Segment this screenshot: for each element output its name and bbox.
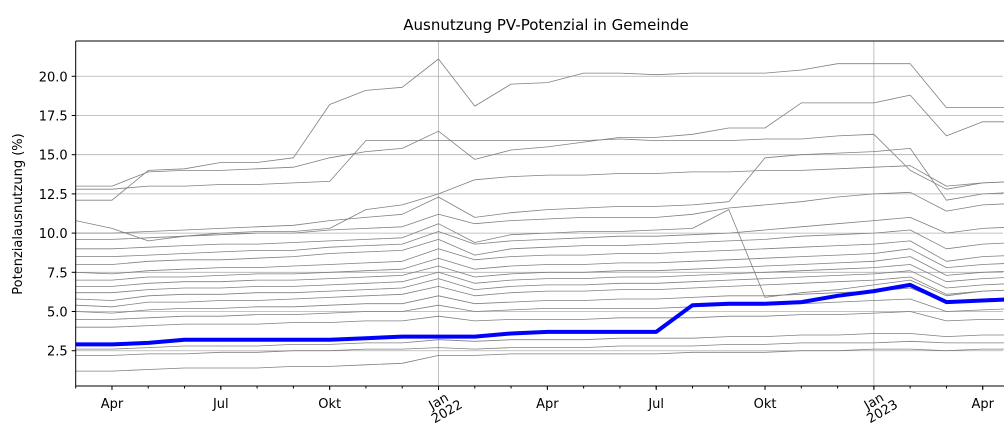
x-tick-label: Apr: [971, 397, 994, 412]
y-tick-label: 2.5: [47, 345, 68, 360]
y-tick-label: 12.5: [39, 188, 68, 203]
series-line: [75, 58, 1004, 201]
y-tick-label: 10.0: [39, 227, 68, 242]
series-line: [75, 240, 1004, 275]
x-tick-label: Okt: [754, 397, 777, 412]
series-line: [75, 264, 1004, 294]
x-tick-label: Jan 2023: [858, 386, 901, 427]
x-tick-label: Jul: [647, 397, 664, 412]
series-line: [75, 165, 1004, 242]
y-tick-label: 17.5: [39, 109, 68, 124]
x-tick-label: Jan 2022: [423, 386, 466, 427]
series-line: [75, 229, 1004, 265]
y-tick-label: 5.0: [47, 306, 68, 321]
series-line: [75, 276, 1004, 308]
series-line: [75, 94, 1004, 187]
series-line: [75, 348, 1004, 372]
series-line: [75, 133, 1004, 190]
y-tick-label: 20.0: [39, 70, 68, 85]
series-line: [75, 270, 1004, 301]
x-tick-label: Apr: [101, 397, 124, 412]
y-tick-label: 15.0: [39, 149, 68, 164]
series-line: [75, 298, 1004, 320]
series-line: [75, 148, 1004, 234]
x-tick-label: Apr: [536, 397, 559, 412]
series-line: [75, 282, 1004, 347]
series-line: [75, 191, 1004, 240]
series-line: [75, 311, 1004, 328]
series-line: [75, 333, 1004, 350]
lines: [75, 58, 1004, 372]
series-line: [75, 340, 1004, 356]
series-line: [75, 217, 1004, 257]
series-line: [75, 209, 1004, 298]
x-tick-label: Okt: [318, 397, 341, 412]
x-tick-label: Jul: [212, 397, 229, 412]
series-line: [75, 248, 1004, 281]
y-tick-label: 7.5: [47, 266, 68, 281]
series-line: [75, 256, 1004, 287]
chart-title: Ausnutzung PV-Potenzial in Gemeinde: [403, 16, 689, 34]
y-axis-label: Potenzialausnutzung (%): [11, 133, 26, 294]
